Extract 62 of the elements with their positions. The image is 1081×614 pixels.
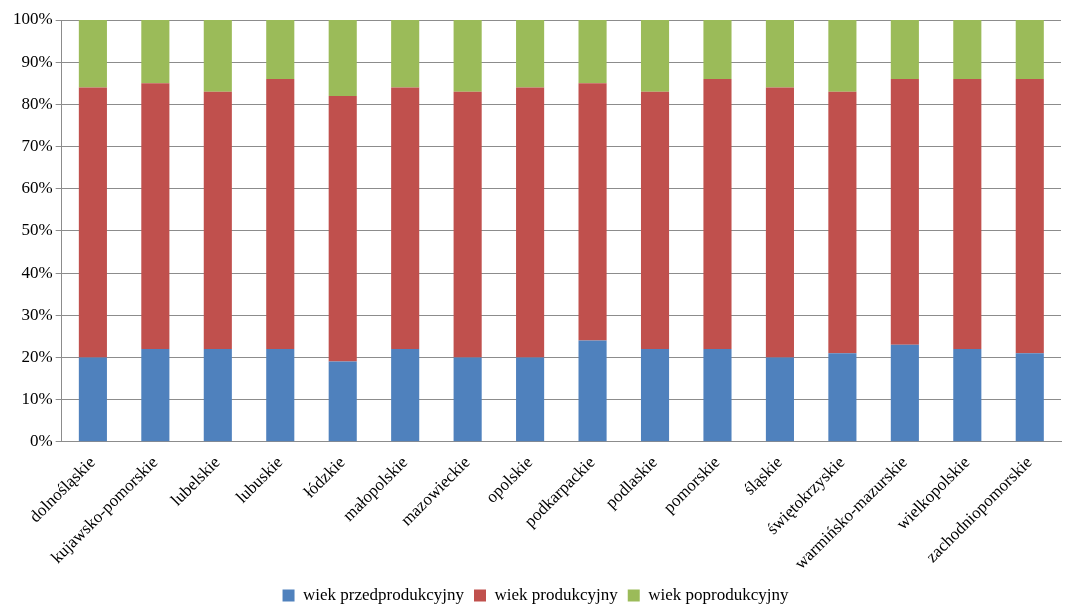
legend-label: wiek produkcyjny	[494, 584, 619, 604]
bar	[391, 87, 420, 349]
bar	[1015, 79, 1044, 354]
y-tick-label: 100%	[12, 9, 53, 29]
bar	[453, 357, 482, 442]
bar	[141, 20, 170, 84]
bar	[141, 83, 170, 349]
y-tick-label: 80%	[21, 93, 53, 113]
bar	[141, 348, 170, 442]
bar	[765, 357, 794, 442]
bar	[328, 20, 357, 96]
bar	[890, 344, 919, 442]
bar	[828, 91, 857, 354]
bar	[516, 20, 545, 88]
bar	[828, 353, 857, 442]
bar	[953, 79, 982, 349]
y-tick-label: 40%	[21, 262, 53, 282]
bar	[328, 95, 357, 362]
bar	[703, 79, 732, 349]
y-tick-label: 90%	[21, 51, 53, 71]
bar	[578, 340, 607, 442]
bar	[890, 79, 919, 345]
bar	[703, 20, 732, 80]
bar	[453, 91, 482, 358]
bar	[78, 87, 107, 358]
legend-label: wiek przedprodukcyjny	[303, 584, 465, 604]
bar	[391, 20, 420, 88]
bar	[203, 91, 232, 349]
bar	[453, 20, 482, 92]
y-tick-label: 0%	[29, 431, 53, 451]
bar	[203, 20, 232, 92]
bar	[516, 87, 545, 358]
legend-label: wiek poprodukcyjny	[648, 584, 789, 604]
bar	[78, 20, 107, 88]
y-tick-label: 10%	[21, 389, 53, 409]
bar	[266, 348, 295, 442]
bar	[328, 361, 357, 442]
bar	[266, 20, 295, 80]
y-tick-label: 70%	[21, 136, 53, 155]
bar	[640, 91, 670, 349]
bar	[828, 20, 857, 92]
bar	[266, 79, 295, 349]
bar	[765, 20, 794, 88]
y-tick-label: 20%	[21, 346, 53, 366]
bar	[203, 348, 232, 442]
bar	[953, 20, 982, 80]
bar	[765, 87, 794, 358]
bar	[391, 348, 420, 442]
bar	[1015, 353, 1044, 442]
bar	[1015, 20, 1044, 80]
bar	[578, 20, 607, 84]
bar	[578, 83, 607, 341]
bar	[890, 20, 919, 80]
bar	[78, 357, 107, 442]
y-tick-label: 50%	[21, 220, 53, 240]
bar	[640, 20, 670, 92]
bar	[953, 348, 982, 442]
bar	[516, 357, 545, 442]
y-tick-label: 60%	[21, 178, 53, 198]
bar	[640, 348, 670, 442]
y-tick-label: 30%	[21, 304, 53, 324]
bar	[703, 348, 732, 442]
